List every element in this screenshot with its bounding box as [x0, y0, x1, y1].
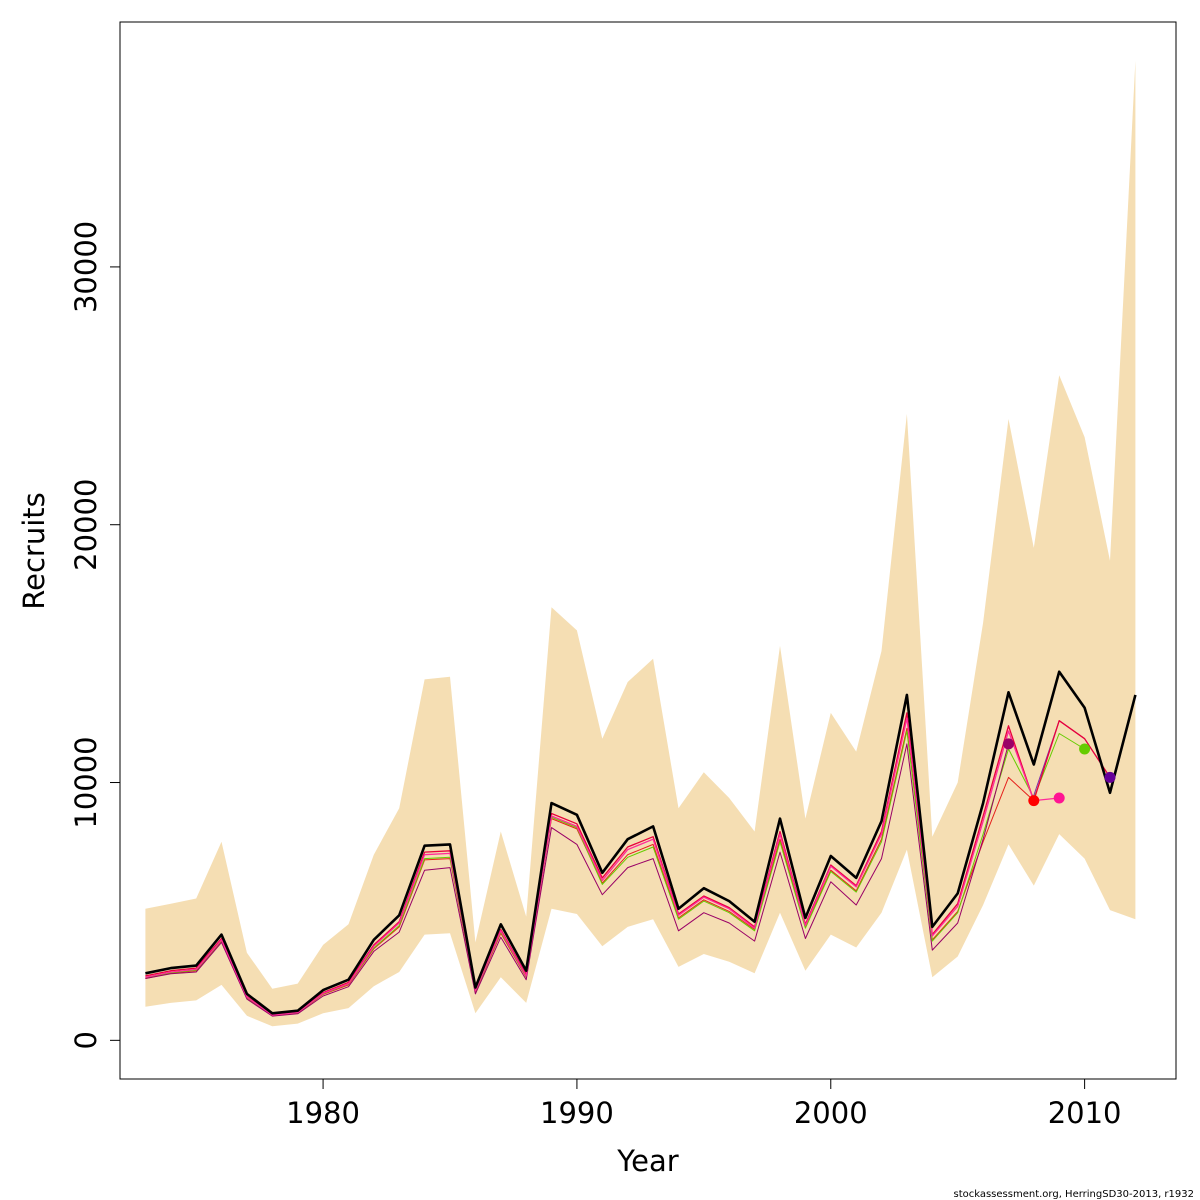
point-marker-5 — [1104, 771, 1116, 783]
series-line-3 — [145, 717, 1060, 1016]
point-marker-4 — [1079, 743, 1091, 755]
x-tick-label: 2000 — [794, 1096, 868, 1130]
y-tick-label: 30000 — [69, 221, 103, 313]
point-marker-2 — [1028, 795, 1040, 807]
y-axis: 0 10000 20000 30000 — [69, 221, 121, 1050]
markers-layer — [1003, 738, 1116, 807]
source-footnote: stockassessment.org, HerringSD30-2013, r… — [953, 1189, 1194, 1200]
x-axis: 1980 1990 2000 2010 — [286, 1078, 1122, 1130]
series-line-6 — [145, 743, 1009, 1017]
series-line-1 — [145, 670, 1137, 1015]
x-tick-label: 1990 — [540, 1096, 614, 1130]
y-axis-label: Recruits — [17, 492, 51, 609]
point-marker-1 — [1003, 738, 1014, 750]
series-lines-layer — [145, 670, 1137, 1017]
x-tick-label: 2010 — [1048, 1096, 1122, 1130]
y-tick-label: 20000 — [69, 479, 103, 571]
y-tick-label: 0 — [69, 1031, 103, 1049]
x-axis-label: Year — [616, 1144, 678, 1178]
y-tick-label: 10000 — [69, 736, 103, 828]
point-marker-3 — [1053, 792, 1065, 804]
x-tick-label: 1980 — [286, 1096, 360, 1130]
